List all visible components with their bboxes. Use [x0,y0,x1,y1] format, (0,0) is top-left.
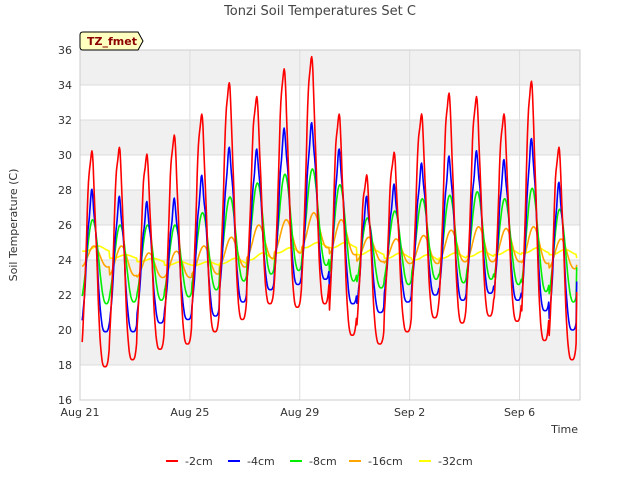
x-tick-label: Sep 2 [394,406,425,419]
y-tick-label: 20 [58,324,72,337]
x-axis-label: Time [550,423,578,436]
legend-item: -32cm [419,455,473,468]
y-tick-label: 30 [58,149,72,162]
legend-label: -32cm [438,455,473,468]
y-tick-label: 36 [58,44,72,57]
legend-item: -8cm [290,455,337,468]
grid-band [80,190,580,225]
legend: -2cm -4cm -8cm -16cm -32cm [166,455,473,468]
legend-item: -2cm [166,455,213,468]
series-line-neg16cm [81,212,578,279]
y-axis-ticks: 16 18 20 22 24 26 28 30 32 34 36 [58,44,72,407]
legend-label: -8cm [309,455,337,468]
station-badge: TZ_fmet [79,31,144,51]
y-tick-label: 32 [58,114,72,127]
grid-band [80,120,580,155]
series-line-neg2cm [81,55,578,368]
plot-frame [79,49,581,401]
y-tick-label: 18 [58,359,72,372]
x-axis-ticks: Aug 21 Aug 25 Aug 29 Sep 2 Sep 6 [61,406,536,419]
x-tick-label: Aug 21 [61,406,100,419]
legend-label: -16cm [368,455,403,468]
legend-label: -2cm [185,455,213,468]
station-badge-label: TZ_fmet [87,35,137,48]
y-axis-label: Soil Temperature (C) [7,169,20,282]
y-tick-label: 34 [58,79,72,92]
y-tick-label: 16 [58,394,72,407]
y-tick-label: 24 [58,254,72,267]
legend-label: -4cm [247,455,275,468]
series-lines [81,55,578,368]
x-tick-label: Sep 6 [504,406,535,419]
y-tick-label: 26 [58,219,72,232]
y-tick-label: 28 [58,184,72,197]
legend-item: -4cm [228,455,275,468]
x-tick-label: Aug 29 [280,406,319,419]
y-tick-label: 22 [58,289,72,302]
grid-band [80,50,580,85]
grid-band [80,330,580,365]
x-tick-label: Aug 25 [170,406,209,419]
chart-title: Tonzi Soil Temperatures Set C [223,4,416,19]
legend-item: -16cm [349,455,403,468]
